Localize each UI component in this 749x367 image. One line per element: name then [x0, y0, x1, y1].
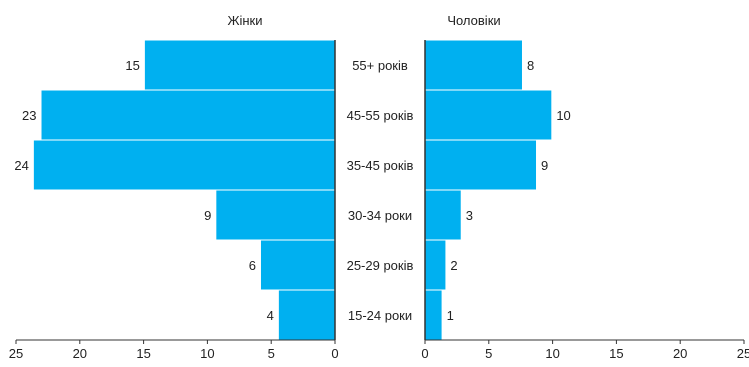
right-bar-3 — [425, 190, 461, 240]
left-panel-title: Жінки — [227, 13, 262, 28]
category-label-5: 15-24 роки — [348, 308, 412, 323]
right-x-tick-label-5: 25 — [737, 346, 749, 361]
left-data-label-3: 9 — [204, 208, 211, 223]
left-x-tick-label-0: 0 — [331, 346, 338, 361]
right-bar-0 — [425, 40, 522, 90]
left-bar-3 — [216, 190, 335, 240]
category-label-0: 55+ років — [352, 58, 408, 73]
category-label-1: 45-55 років — [347, 108, 414, 123]
right-x-tick-label-2: 10 — [545, 346, 559, 361]
right-x-tick-label-0: 0 — [421, 346, 428, 361]
left-x-tick-label-3: 15 — [136, 346, 150, 361]
left-data-label-5: 4 — [267, 308, 274, 323]
right-data-label-4: 2 — [450, 258, 457, 273]
right-x-tick-label-4: 20 — [673, 346, 687, 361]
left-x-tick-label-5: 25 — [9, 346, 23, 361]
left-data-label-1: 23 — [22, 108, 36, 123]
right-bar-1 — [425, 90, 552, 140]
left-data-label-2: 24 — [14, 158, 28, 173]
left-bar-2 — [33, 140, 336, 190]
category-label-4: 25-29 років — [347, 258, 414, 273]
left-bar-5 — [278, 290, 335, 340]
category-label-2: 35-45 років — [347, 158, 414, 173]
right-bar-5 — [425, 290, 442, 340]
left-x-tick-label-4: 20 — [73, 346, 87, 361]
left-x-tick-label-2: 10 — [200, 346, 214, 361]
category-labels: 55+ років 45-55 років 35-45 років 30-34 рок… — [347, 58, 414, 323]
right-x-tick-label-1: 5 — [485, 346, 492, 361]
right-bar-4 — [425, 240, 446, 290]
right-panel-title: Чоловіки — [447, 13, 500, 28]
right-data-label-5: 1 — [447, 308, 454, 323]
left-panel: Жінки 15 23 24 9 6 4 0 5 10 15 20 25 — [9, 13, 339, 361]
left-bar-1 — [41, 90, 336, 140]
left-data-label-4: 6 — [249, 258, 256, 273]
right-data-label-1: 10 — [556, 108, 570, 123]
left-bar-0 — [144, 40, 335, 90]
left-bar-4 — [260, 240, 335, 290]
left-data-label-0: 15 — [125, 58, 139, 73]
left-x-tick-label-1: 5 — [268, 346, 275, 361]
right-data-label-0: 8 — [527, 58, 534, 73]
right-x-tick-label-3: 15 — [609, 346, 623, 361]
category-label-3: 30-34 роки — [348, 208, 412, 223]
right-data-label-3: 3 — [466, 208, 473, 223]
right-bar-2 — [425, 140, 537, 190]
right-data-label-2: 9 — [541, 158, 548, 173]
